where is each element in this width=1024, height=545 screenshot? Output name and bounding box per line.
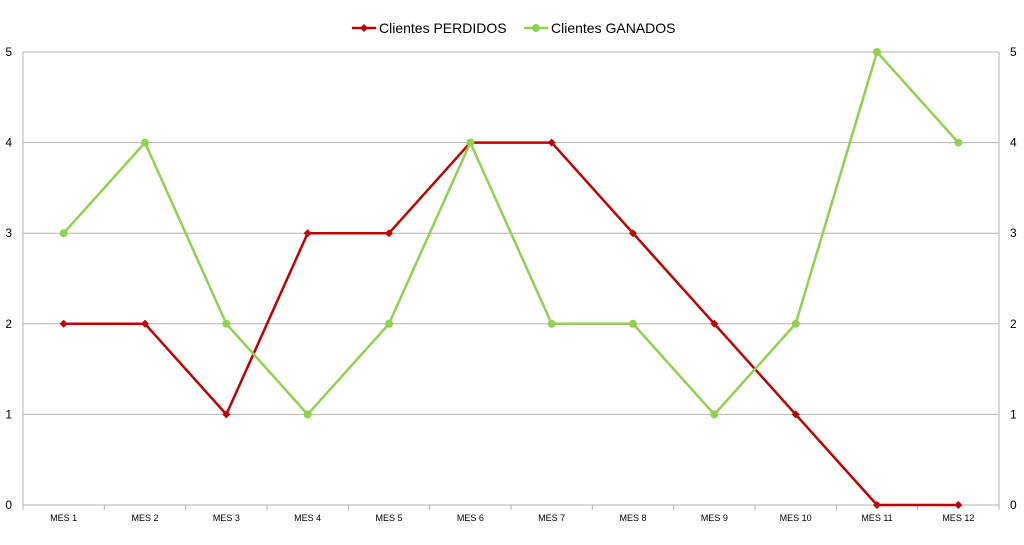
legend: Clientes PERDIDOS Clientes GANADOS [352, 20, 675, 36]
y-tick-label-right: 5 [1010, 45, 1017, 59]
y-tick-label-left: 4 [5, 136, 12, 150]
legend-swatch-marker [360, 24, 368, 32]
data-point [954, 501, 963, 509]
data-point [303, 410, 312, 419]
y-tick-label-right: 2 [1010, 317, 1017, 331]
y-tick-label-left: 5 [5, 45, 12, 59]
y-tick-label-right: 3 [1010, 226, 1017, 240]
legend-swatch-marker [532, 24, 540, 32]
data-point [222, 410, 231, 419]
data-point [385, 319, 393, 328]
x-tick-label: MES 12 [942, 513, 974, 523]
data-point [222, 319, 231, 328]
x-tick-label: MES 3 [213, 513, 240, 523]
gridlines [23, 51, 999, 506]
data-point [629, 229, 637, 238]
series-2 [59, 48, 963, 419]
y-tick-label-left: 3 [5, 226, 12, 240]
y-tick-label-right: 0 [1010, 498, 1017, 512]
data-point [710, 410, 719, 419]
x-tick-label: MES 8 [619, 513, 646, 523]
series-line [62, 50, 960, 416]
y-tick-label-left: 2 [5, 317, 12, 331]
data-point [466, 138, 475, 147]
x-tick-label: MES 2 [131, 513, 158, 523]
y-tick-label-left: 1 [5, 407, 12, 421]
x-tick-label: MES 5 [375, 513, 402, 523]
data-point [873, 48, 881, 56]
data-point [385, 229, 393, 238]
axes: 0 0 1 1 2 2 3 3 4 4 5 5 MES 1 MES 2 MES 3 MES 4 MES 5 MES… [5, 45, 1017, 523]
legend-item: Clientes GANADOS [524, 20, 675, 36]
data-point [710, 319, 719, 328]
data-point [791, 319, 800, 328]
data-point [629, 319, 637, 328]
x-tick-label: MES 9 [701, 513, 728, 523]
y-tick-label-left: 0 [5, 498, 12, 512]
y-tick-label-right: 1 [1010, 407, 1017, 421]
data-point [791, 410, 800, 419]
x-tick-label: MES 11 [861, 513, 892, 523]
data-point [141, 319, 149, 328]
data-point [954, 138, 963, 147]
legend-item: Clientes PERDIDOS [352, 20, 507, 36]
y-tick-label-right: 4 [1010, 136, 1017, 150]
data-point [141, 138, 149, 147]
x-tick-label: MES 1 [50, 513, 77, 523]
series [59, 48, 963, 509]
data-point [547, 319, 556, 328]
series-line [63, 141, 959, 507]
x-tick-label: MES 4 [294, 513, 321, 523]
x-tick-label: MES 6 [457, 513, 484, 523]
x-tick-label: MES 7 [538, 513, 565, 523]
data-point [303, 229, 312, 238]
data-point [59, 229, 68, 238]
x-tick-label: MES 10 [780, 513, 812, 523]
legend-label: Clientes GANADOS [551, 20, 675, 36]
data-point [59, 319, 68, 328]
data-point [547, 138, 556, 147]
legend-label: Clientes PERDIDOS [379, 20, 507, 36]
data-point [873, 501, 881, 509]
